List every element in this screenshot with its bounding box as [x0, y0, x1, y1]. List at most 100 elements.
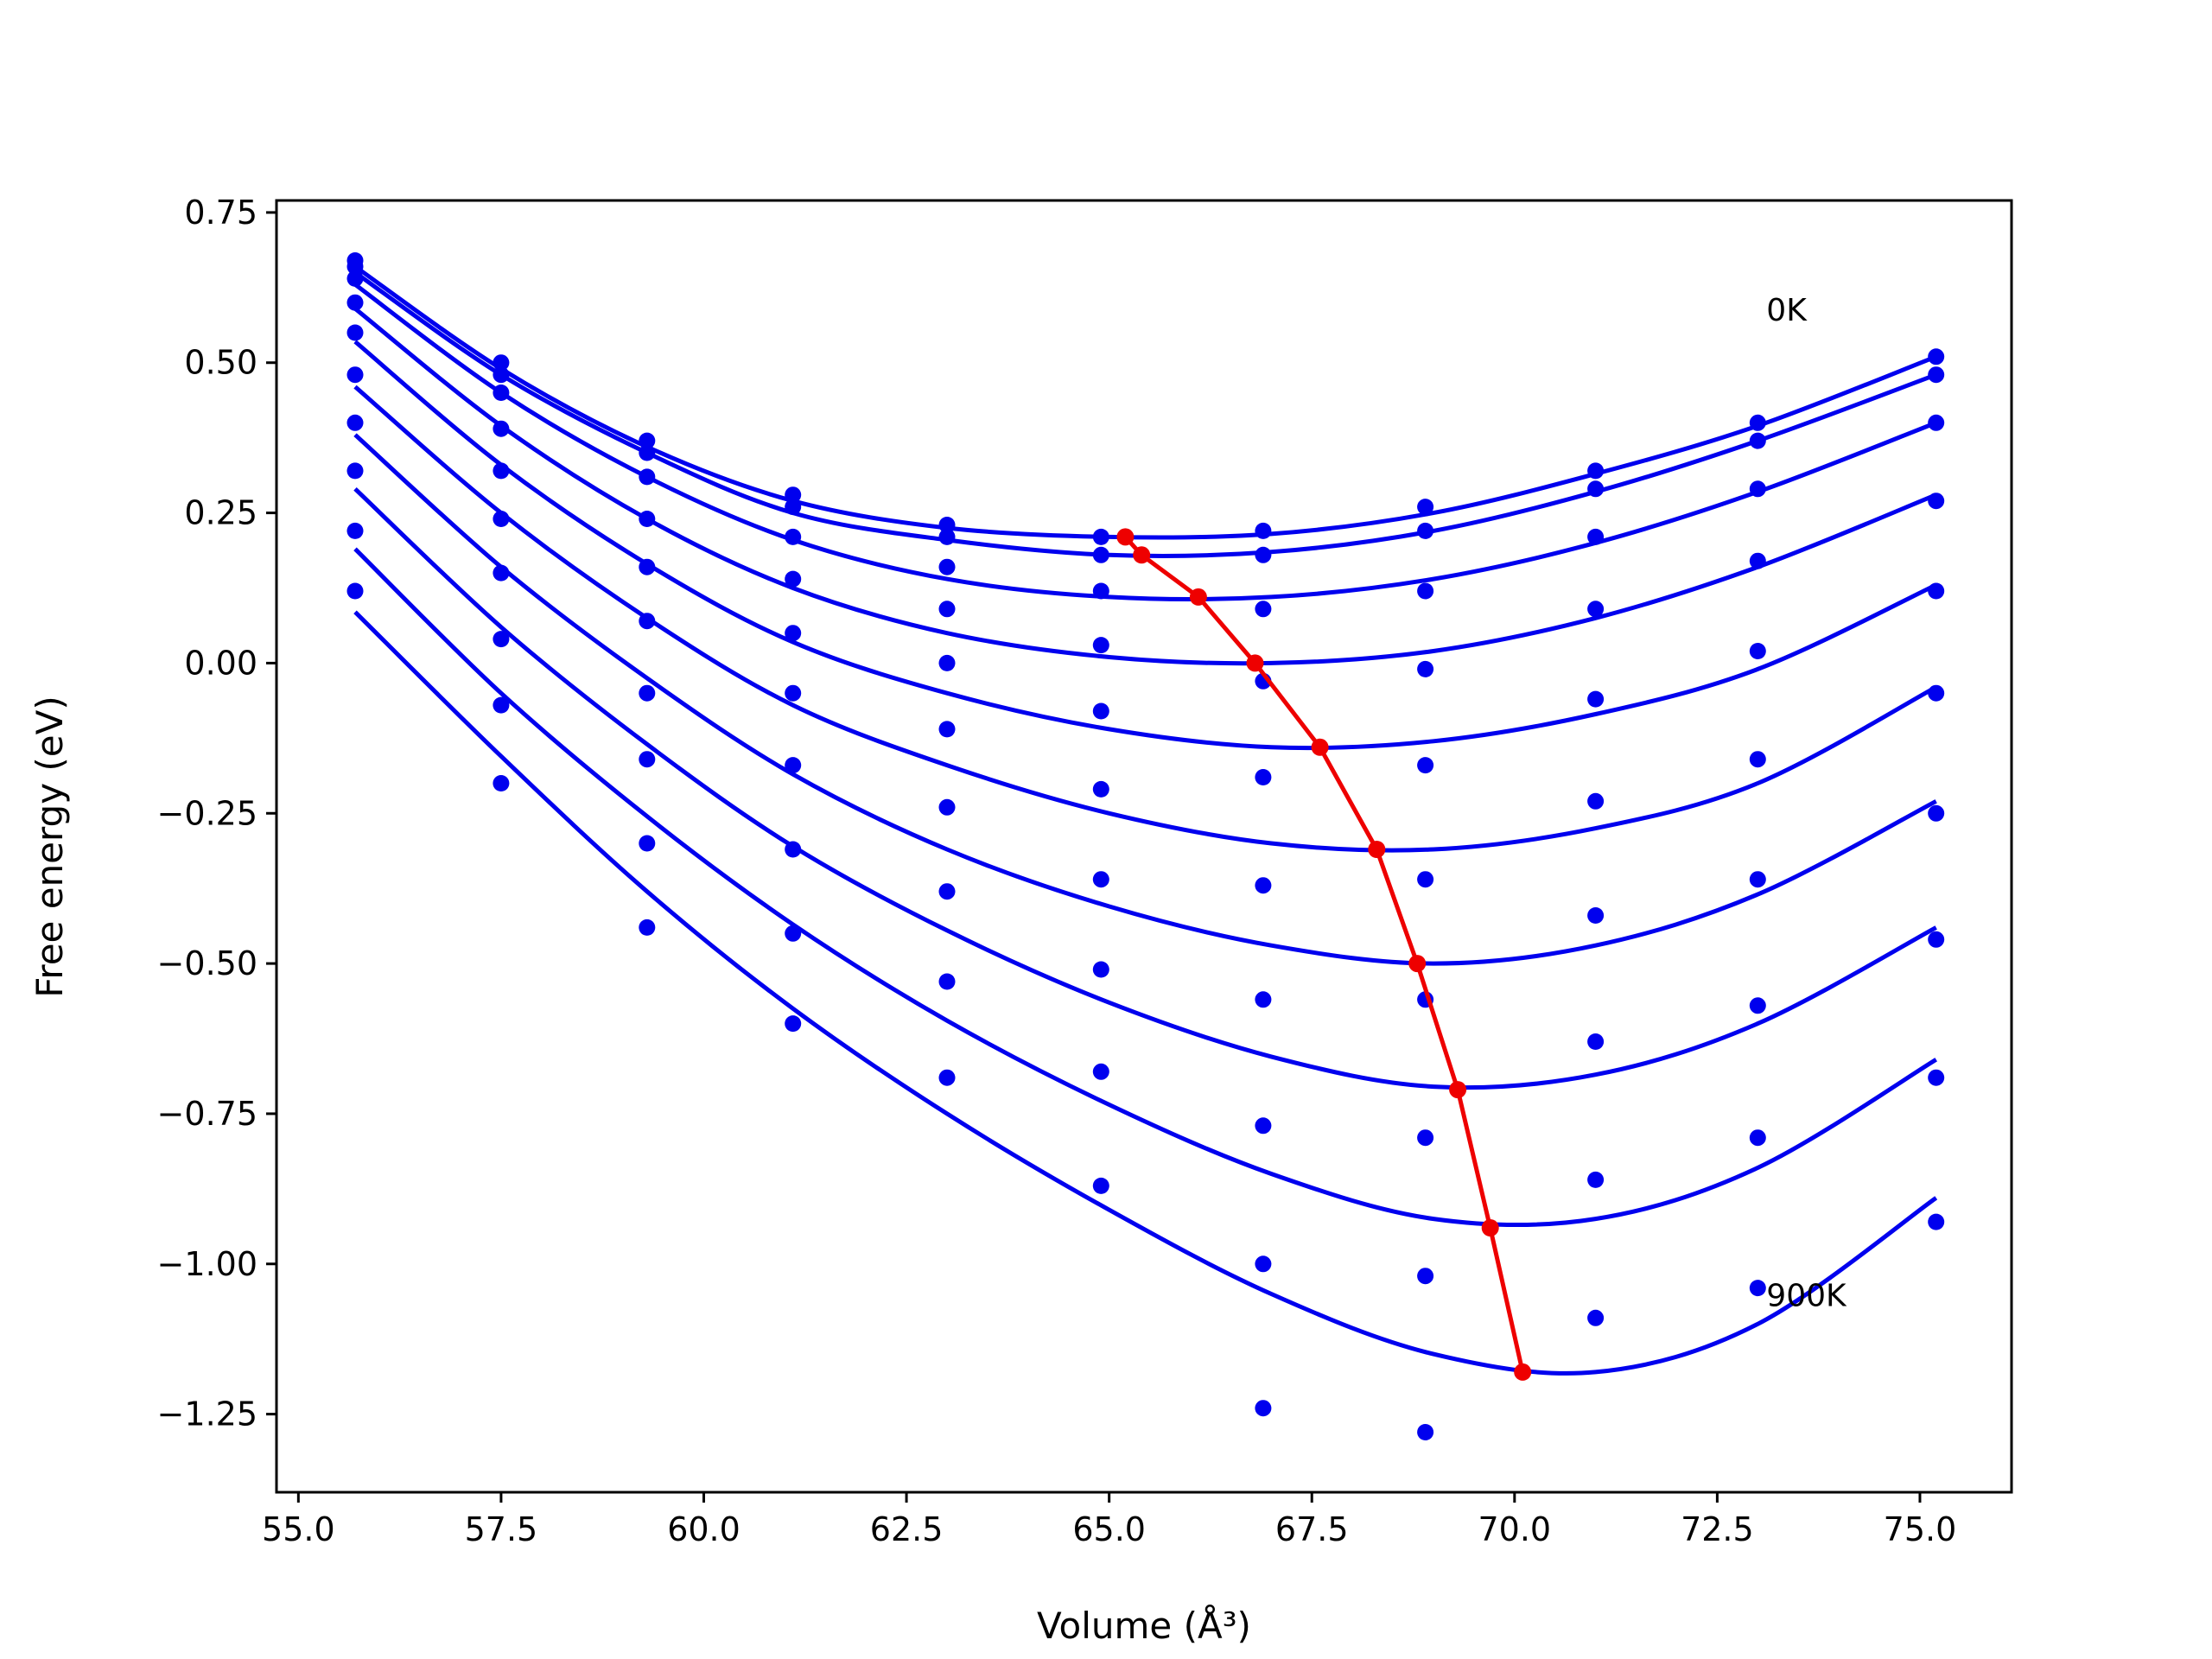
y-axis-label: Free energy (eV): [29, 696, 71, 998]
fit-curve-10: [353, 610, 1938, 1376]
data-point-s2-11: [1928, 366, 1945, 384]
data-point-s3-9: [1587, 528, 1605, 545]
data-point-s6-4: [785, 684, 802, 702]
data-point-s4-8: [1417, 660, 1434, 677]
data-point-s7-3: [639, 684, 656, 702]
data-point-s4-2: [493, 420, 510, 437]
data-point-s3-11: [1928, 414, 1945, 431]
data-point-s4-1: [346, 294, 364, 311]
data-point-s6-5: [938, 721, 956, 738]
data-point-s1-5: [938, 517, 956, 533]
data-point-s5-5: [938, 654, 956, 671]
x-tick-label-5: 65.0: [1072, 1510, 1146, 1548]
data-point-s8-7: [1255, 1117, 1272, 1135]
data-point-s9-8: [1417, 1268, 1434, 1285]
data-point-s10-2: [493, 775, 510, 791]
y-tick-label-6: −0.50: [157, 944, 257, 982]
data-point-s6-11: [1928, 684, 1945, 702]
data-point-s8-11: [1928, 931, 1945, 948]
minimum-point-6: [1368, 841, 1386, 858]
data-point-s1-2: [493, 354, 510, 372]
data-point-s10-5: [938, 1069, 956, 1086]
annotation-label-1: 0K: [1766, 293, 1808, 328]
data-point-s6-1: [346, 366, 364, 384]
fit-curve-9: [353, 547, 1937, 1228]
data-point-s3-10: [1749, 480, 1766, 498]
data-point-s8-4: [785, 841, 802, 858]
data-point-s8-3: [639, 751, 656, 768]
data-point-s9-4: [785, 925, 802, 942]
data-point-s6-6: [1092, 780, 1109, 798]
data-point-s6-8: [1417, 871, 1434, 888]
y-tick-label-8: −1.00: [157, 1245, 257, 1283]
data-point-s8-8: [1417, 1129, 1434, 1147]
data-point-s9-9: [1587, 1171, 1605, 1188]
data-point-s3-5: [938, 558, 956, 575]
data-point-s6-9: [1587, 792, 1605, 810]
data-point-s8-10: [1749, 997, 1766, 1014]
data-point-s6-7: [1255, 877, 1272, 894]
data-point-s3-2: [493, 385, 510, 401]
minimum-point-4: [1246, 654, 1264, 672]
data-point-s1-6: [1092, 528, 1109, 545]
data-point-s1-9: [1587, 462, 1605, 480]
fit-curve-7: [353, 433, 1937, 966]
data-point-s2-3: [639, 444, 656, 461]
data-point-s10-8: [1417, 1424, 1434, 1440]
annotation-label-2: 900K: [1766, 1278, 1847, 1313]
data-point-s10-4: [785, 1015, 802, 1033]
data-point-s7-4: [785, 757, 802, 774]
data-point-s5-1: [346, 324, 364, 341]
data-point-s6-3: [639, 613, 656, 630]
data-point-s8-6: [1092, 961, 1109, 978]
data-point-s1-11: [1928, 348, 1945, 365]
data-points-layer: [346, 252, 1945, 1440]
data-point-s1-7: [1255, 522, 1272, 539]
data-point-s3-4: [785, 528, 802, 545]
minimum-point-8: [1449, 1081, 1467, 1099]
data-point-s5-2: [493, 462, 510, 480]
data-point-s9-2: [493, 696, 510, 714]
data-point-s5-6: [1092, 702, 1109, 720]
x-tick-label-4: 62.5: [870, 1510, 944, 1548]
data-point-s10-10: [1749, 1280, 1766, 1297]
data-point-s3-1: [346, 270, 364, 287]
data-point-s2-7: [1255, 546, 1272, 563]
fit-curve-5: [353, 340, 1937, 751]
minimum-point-9: [1481, 1219, 1499, 1236]
minimum-point-2: [1133, 546, 1151, 564]
y-tick-label-2: 0.50: [184, 344, 257, 382]
data-point-s10-11: [1928, 1213, 1945, 1230]
data-point-s9-11: [1928, 1069, 1945, 1086]
y-tick-label-7: −0.75: [157, 1095, 257, 1133]
y-tick-label-9: −1.25: [157, 1395, 257, 1433]
minimum-point-7: [1408, 955, 1427, 973]
data-point-s1-4: [785, 486, 802, 504]
data-point-s3-3: [639, 468, 656, 486]
fit-curve-6: [353, 385, 1937, 853]
y-axis-ticks: 0.75 0.50 0.25 0.00 −0.25 −0.50 −0.75 −1.00 −1.2…: [157, 194, 276, 1433]
x-tick-label-3: 60.0: [667, 1510, 741, 1548]
data-point-s2-4: [785, 499, 802, 516]
x-tick-label-1: 55.0: [262, 1510, 335, 1548]
fit-curve-8: [353, 486, 1937, 1090]
data-point-s7-6: [1092, 871, 1109, 888]
data-point-s10-1: [346, 582, 364, 600]
data-point-s2-5: [938, 528, 956, 545]
data-point-s3-6: [1092, 582, 1109, 600]
data-point-s5-8: [1417, 757, 1434, 774]
data-point-s2-1: [346, 258, 364, 275]
minimum-point-10: [1514, 1363, 1532, 1381]
data-point-s7-9: [1587, 907, 1605, 924]
data-point-s9-3: [639, 835, 656, 852]
minima-layer: [1116, 528, 1532, 1381]
data-point-s1-3: [639, 432, 656, 449]
minimum-point-1: [1116, 528, 1135, 546]
data-point-s7-7: [1255, 991, 1272, 1008]
data-point-s7-1: [346, 414, 364, 431]
data-point-s4-6: [1092, 637, 1109, 654]
data-point-s3-7: [1255, 601, 1272, 618]
fit-curve-3: [353, 283, 1937, 602]
x-tick-label-2: 57.5: [465, 1510, 538, 1548]
data-point-s2-8: [1417, 522, 1434, 539]
